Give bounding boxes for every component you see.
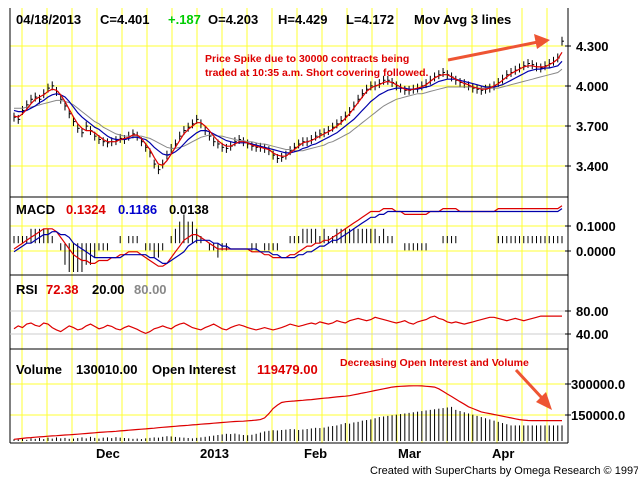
header-date: 04/18/2013 xyxy=(16,12,81,27)
volume-bars xyxy=(13,406,563,441)
macd-signal-line xyxy=(13,208,563,264)
volume-tick-label: 150000.0 xyxy=(571,408,625,423)
rsi-tick-label: 80.00 xyxy=(576,304,609,319)
price-bars xyxy=(13,36,564,175)
arrow-shaft xyxy=(447,40,539,62)
open-interest-value: 119479.00 xyxy=(257,362,318,377)
annotation-price-spike-2: traded at 10:35 a.m. Short covering foll… xyxy=(205,67,429,79)
open-interest-label: Open Interest xyxy=(152,362,236,377)
rsi-line xyxy=(13,315,562,335)
x-tick-label: Mar xyxy=(398,446,421,461)
macd-tick-label: 0.1000 xyxy=(576,219,616,234)
volume-label: Volume xyxy=(16,362,62,377)
x-axis: Dec 2013 Feb Mar Apr xyxy=(96,446,514,461)
arrow-head-icon xyxy=(536,392,552,410)
volume-legend: Volume 130010.00 Open Interest 119479.00 xyxy=(16,362,318,377)
y-tick-label: 4.300 xyxy=(576,39,609,54)
x-tick-label: Dec xyxy=(96,446,120,461)
y-tick-label: 3.400 xyxy=(576,159,609,174)
ma-long-line xyxy=(14,68,563,152)
y-tick-label: 4.000 xyxy=(576,79,609,94)
macd-tick-label: 0.0000 xyxy=(576,244,616,259)
header-change: +.187 xyxy=(168,12,201,27)
y-tick-label: 3.700 xyxy=(576,119,609,134)
rsi-tick-label: 40.00 xyxy=(576,327,609,342)
footer-credit: Created with SuperCharts by Omega Resear… xyxy=(370,465,638,477)
annotation-price-spike-1: Price Spike due to 30000 contracts being xyxy=(205,53,409,65)
grid-lines xyxy=(10,8,568,443)
rsi-label: RSI xyxy=(16,282,38,297)
header-low: L=4.172 xyxy=(346,12,394,27)
rsi-value: 72.38 xyxy=(46,282,79,297)
macd-legend: MACD 0.1324 0.1186 0.0138 xyxy=(16,202,209,217)
arrow-shaft xyxy=(514,368,544,400)
macd-value: 0.1324 xyxy=(66,202,107,217)
chart-header: 04/18/2013 C=4.401 +.187 O=4.203 H=4.429… xyxy=(16,12,511,27)
annotation-decreasing-oi: Decreasing Open Interest and Volume xyxy=(340,357,529,369)
arrow-head-icon xyxy=(534,34,550,49)
rsi-legend: RSI 72.38 20.00 80.00 xyxy=(16,282,167,297)
arrow-price-spike xyxy=(447,34,550,62)
arrow-decreasing-oi xyxy=(514,368,552,410)
x-tick-label: Feb xyxy=(304,446,327,461)
rsi-high-value: 80.00 xyxy=(134,282,167,297)
rsi-low-value: 20.00 xyxy=(92,282,125,297)
macd-histogram xyxy=(13,214,563,272)
y-axis: 4.300 4.000 3.700 3.400 0.1000 0.0000 80… xyxy=(565,39,625,423)
volume-value: 130010.00 xyxy=(76,362,137,377)
header-high: H=4.429 xyxy=(278,12,328,27)
ma-mid-line xyxy=(13,60,563,156)
volume-tick-label: 300000.0 xyxy=(571,377,625,392)
macd-diff-value: 0.0138 xyxy=(169,202,209,217)
x-tick-label: Apr xyxy=(492,446,514,461)
header-open: O=4.203 xyxy=(208,12,258,27)
header-close: C=4.401 xyxy=(100,12,150,27)
x-tick-label: 2013 xyxy=(200,446,229,461)
macd-label: MACD xyxy=(16,202,55,217)
open-interest-line xyxy=(13,385,562,440)
macd-signal-value: 0.1186 xyxy=(118,202,157,217)
header-mov-avg: Mov Avg 3 lines xyxy=(414,12,511,27)
ma-short-line xyxy=(13,51,563,166)
